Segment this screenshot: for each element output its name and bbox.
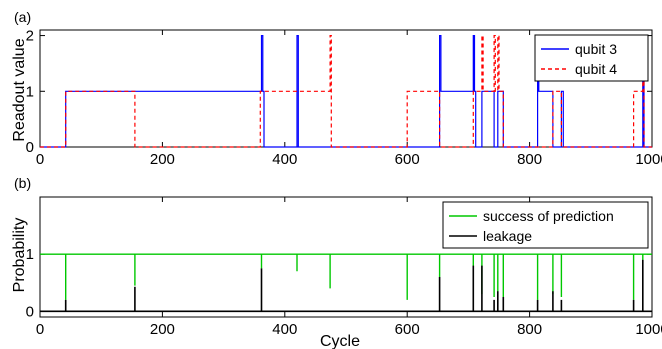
x-tick-label: 400 xyxy=(272,151,297,168)
y-tick-label: 1 xyxy=(26,83,34,100)
panel-a-tag: (a) xyxy=(14,9,31,25)
legend-label: success of prediction xyxy=(483,208,614,224)
y-tick-label: 1 xyxy=(26,246,34,263)
x-tick-label: 600 xyxy=(395,321,420,338)
x-tick-label: 800 xyxy=(517,321,542,338)
y-tick-label: 2 xyxy=(26,28,34,45)
series-line-qubit-3 xyxy=(40,35,652,148)
y-tick-label: 0 xyxy=(26,303,34,320)
legend-label: leakage xyxy=(483,228,532,244)
panel-b-ylabel: Probability xyxy=(11,218,28,293)
x-tick-label: 0 xyxy=(36,321,44,338)
series-line-leakage xyxy=(40,259,652,313)
legend-box-b xyxy=(442,201,649,249)
x-tick-label: 200 xyxy=(150,151,175,168)
legend-label: qubit 3 xyxy=(575,41,617,57)
panel-a-ylabel: Readout value xyxy=(11,38,28,141)
x-tick-label: 0 xyxy=(36,151,44,168)
y-tick-label: 0 xyxy=(26,139,34,156)
x-tick-label: 200 xyxy=(150,321,175,338)
panel-b-tag: (b) xyxy=(14,175,31,191)
x-tick-label: 600 xyxy=(395,151,420,168)
legend-label: qubit 4 xyxy=(575,61,617,77)
x-tick-label: 400 xyxy=(272,321,297,338)
legend-box-a xyxy=(534,34,649,82)
series-line-qubit-4 xyxy=(40,35,652,148)
panel-b-xlabel: Cycle xyxy=(320,333,360,349)
x-tick-label: 800 xyxy=(517,151,542,168)
